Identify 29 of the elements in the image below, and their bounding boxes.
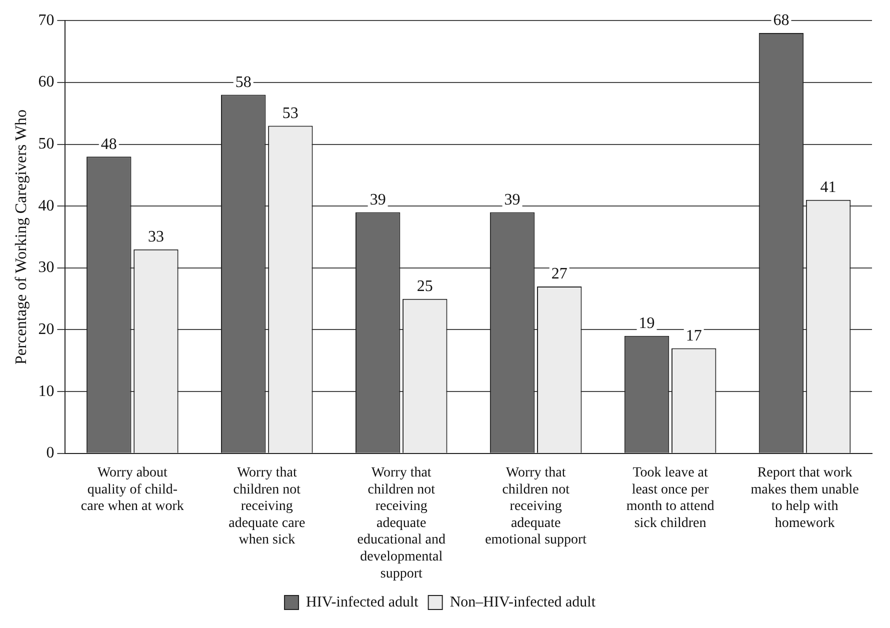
x-tick-label: Worry that children not receiving adequate emotional support bbox=[485, 465, 587, 548]
y-tick-label: 60 bbox=[38, 74, 54, 91]
data-label: 33 bbox=[148, 228, 164, 246]
data-label: 58 bbox=[235, 74, 252, 91]
data-label: 17 bbox=[686, 327, 702, 344]
x-tick-label: Worry that children not receiving adequate care when sick bbox=[228, 465, 306, 548]
y-tick-label: 50 bbox=[38, 135, 54, 152]
data-label: 41 bbox=[820, 179, 836, 196]
x-tick-label: Took leave at least once per month to attend sick children bbox=[626, 465, 714, 531]
legend-label: Non–HIV-infected adult bbox=[450, 594, 596, 610]
data-label: 68 bbox=[773, 12, 790, 30]
y-tick-label: 30 bbox=[38, 259, 54, 276]
y-tick-label: 20 bbox=[38, 320, 54, 338]
data-label: 25 bbox=[416, 278, 433, 296]
y-tick-label: 40 bbox=[38, 197, 54, 214]
data-label: 39 bbox=[504, 191, 520, 208]
y-tick-label: 10 bbox=[38, 382, 54, 400]
legend-label: HIV-infected adult bbox=[306, 594, 420, 610]
data-label: 53 bbox=[282, 104, 298, 122]
data-label: 39 bbox=[370, 191, 386, 208]
y-tick-label: 0 bbox=[46, 444, 54, 462]
data-label: 19 bbox=[638, 315, 655, 332]
y-tick-label: 70 bbox=[38, 12, 54, 29]
data-label: 48 bbox=[100, 136, 117, 153]
x-tick-label: Worry about quality of child-care when at work bbox=[80, 465, 184, 514]
y-axis-title: Percentage of Working Caregivers Who bbox=[12, 110, 30, 364]
x-tick-label: Worry that children not receiving adequate educational and developmental support bbox=[357, 465, 446, 582]
x-tick-label: Report that work makes them unable to help with homework bbox=[750, 465, 859, 531]
data-label: 27 bbox=[551, 266, 568, 283]
